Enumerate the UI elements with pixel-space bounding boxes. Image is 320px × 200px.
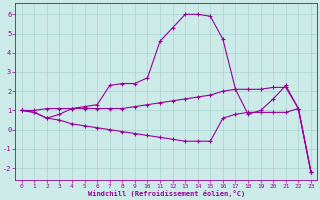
X-axis label: Windchill (Refroidissement éolien,°C): Windchill (Refroidissement éolien,°C) [88, 190, 245, 197]
